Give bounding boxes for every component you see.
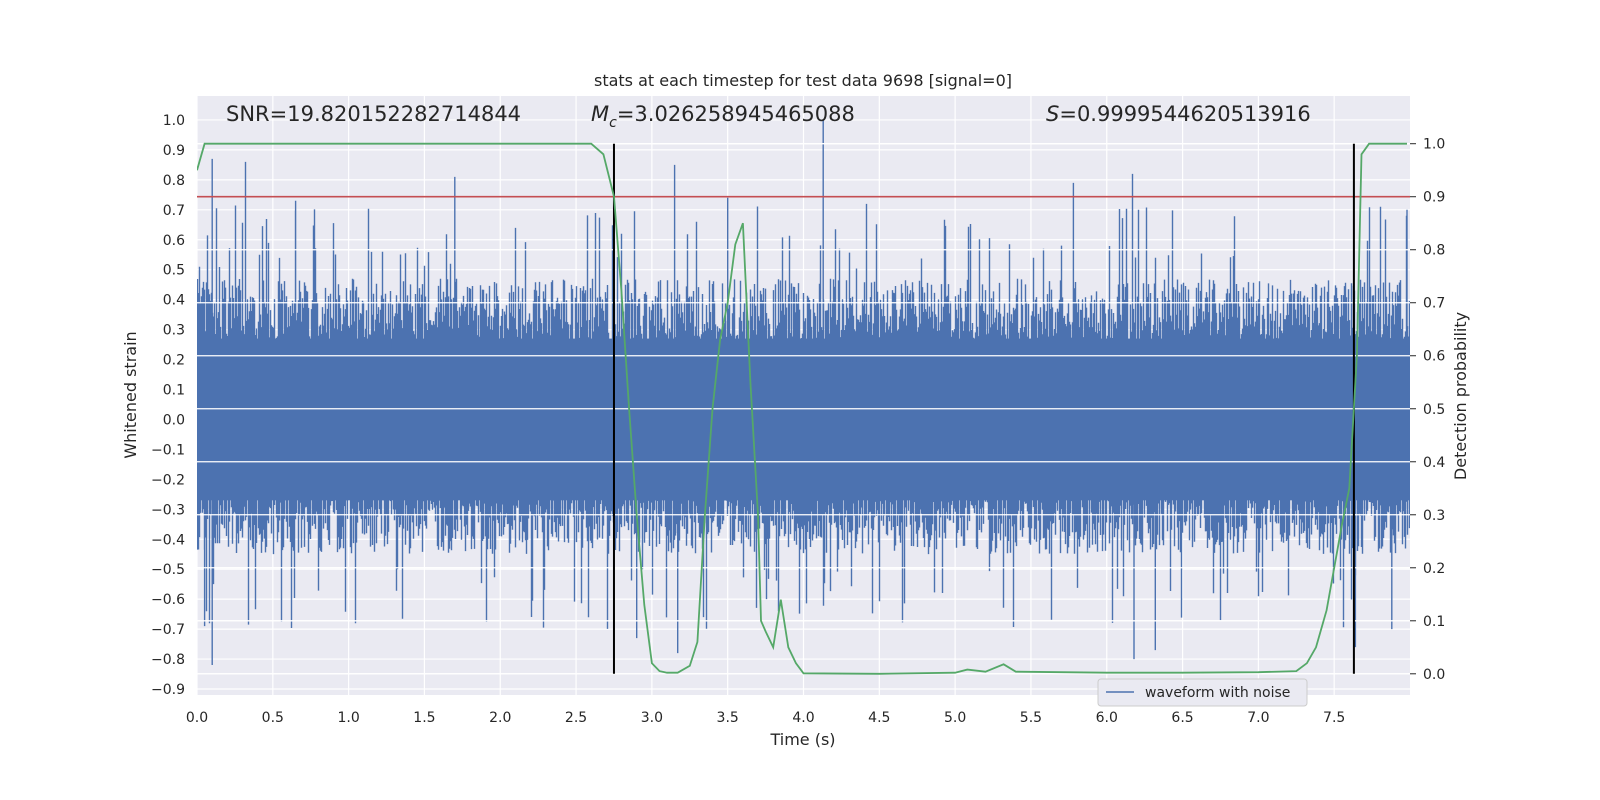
- y-tick-label: 0.4: [163, 293, 185, 309]
- x-tick-label: 0.0: [186, 710, 208, 726]
- x-tick-label: 5.0: [944, 710, 966, 726]
- legend: waveform with noise: [1097, 678, 1308, 707]
- x-tick-label: 1.5: [413, 710, 435, 726]
- y-tick-label: 0.6: [163, 233, 185, 249]
- y2-tick-label: 0.9: [1423, 190, 1445, 206]
- y-tick-label: 0.3: [163, 323, 185, 339]
- waveform-series: [197, 120, 1410, 665]
- y-tick-label: −0.3: [151, 502, 185, 518]
- y-tick-label: 0.2: [163, 353, 185, 369]
- y2-tick-label: 0.5: [1423, 402, 1445, 418]
- mc-subscript: c: [609, 115, 617, 131]
- s-symbol: S: [1046, 102, 1059, 126]
- x-tick-label: 7.5: [1323, 710, 1345, 726]
- probability-series: [197, 142, 1407, 675]
- y-tick-label: 0.5: [163, 263, 185, 279]
- y2-tick-label: 1.0: [1423, 137, 1445, 153]
- legend-box: [1097, 678, 1308, 707]
- mc-value: =3.026258945465088: [617, 102, 855, 126]
- x-tick-label: 0.5: [262, 710, 284, 726]
- x-tick-label: 3.0: [641, 710, 663, 726]
- x-tick-label: 2.0: [489, 710, 511, 726]
- y-tick-label: −0.5: [151, 562, 185, 578]
- y-tick-label: −0.4: [151, 532, 185, 548]
- y2-tick-label: 0.8: [1423, 243, 1445, 259]
- x-axis-label: Time (s): [769, 730, 835, 749]
- y-tick-label: 0.8: [163, 173, 185, 189]
- x-tick-label: 3.5: [717, 710, 739, 726]
- y-tick-label: 1.0: [163, 113, 185, 129]
- x-tick-label: 2.5: [565, 710, 587, 726]
- y-tick-label: −0.7: [151, 622, 185, 638]
- y-tick-label: −0.6: [151, 592, 185, 608]
- x-tick-label: 6.0: [1096, 710, 1118, 726]
- x-tick-label: 7.0: [1247, 710, 1269, 726]
- x-tick-label: 1.0: [337, 710, 359, 726]
- x-tick-label: 4.0: [792, 710, 814, 726]
- y2-tick-labels: 1.0 0.9 0.8 0.7 0.6 0.5 0.4 0.3 0.2 0.1 0.0: [1410, 137, 1445, 683]
- y2-tick-label: 0.0: [1423, 667, 1445, 683]
- y-tick-label: 0.1: [163, 383, 185, 399]
- y-tick-label: −0.9: [151, 682, 185, 698]
- s-annotation: S=0.9999544620513916: [1046, 102, 1311, 126]
- chart-title: stats at each timestep for test data 969…: [594, 71, 1012, 90]
- y-tick-label: 0.7: [163, 203, 185, 219]
- y-axis-label: Whitened strain: [121, 331, 140, 458]
- y2-tick-label: 0.2: [1423, 561, 1445, 577]
- y-tick-labels: 1.0 0.9 0.8 0.7 0.6 0.5 0.4 0.3 0.2 0.1 0.0 −0.1 −0.…: [151, 113, 185, 698]
- legend-entry: waveform with noise: [1145, 685, 1290, 701]
- x-tick-label: 5.5: [1020, 710, 1042, 726]
- x-tick-labels: 0.0 0.5 1.0 1.5 2.0 2.5 3.0 3.5 4.0 4.5 5.0 5.5 6.0 6…: [186, 710, 1345, 726]
- y-tick-label: −0.8: [151, 652, 185, 668]
- y2-tick-label: 0.6: [1423, 349, 1445, 365]
- waveform-core: [197, 338, 1410, 501]
- x-tick-label: 6.5: [1171, 710, 1193, 726]
- y2-axis-label: Detection probability: [1451, 312, 1470, 480]
- y2-tick-label: 0.3: [1423, 508, 1445, 524]
- mc-annotation: Mc=3.026258945465088: [591, 102, 855, 131]
- snr-annotation: SNR=19.820152282714844: [226, 102, 521, 126]
- y-tick-label: −0.2: [151, 472, 185, 488]
- mc-symbol: M: [591, 102, 609, 126]
- y-tick-label: 0.0: [163, 412, 185, 428]
- x-tick-label: 4.5: [868, 710, 890, 726]
- y-tick-label: 0.9: [163, 143, 185, 159]
- probability-line: [197, 142, 1407, 675]
- s-value: =0.9999544620513916: [1059, 102, 1310, 126]
- y2-tick-label: 0.4: [1423, 455, 1445, 471]
- y2-tick-label: 0.1: [1423, 614, 1445, 630]
- y-tick-label: −0.1: [151, 442, 185, 458]
- y2-tick-label: 0.7: [1423, 296, 1445, 312]
